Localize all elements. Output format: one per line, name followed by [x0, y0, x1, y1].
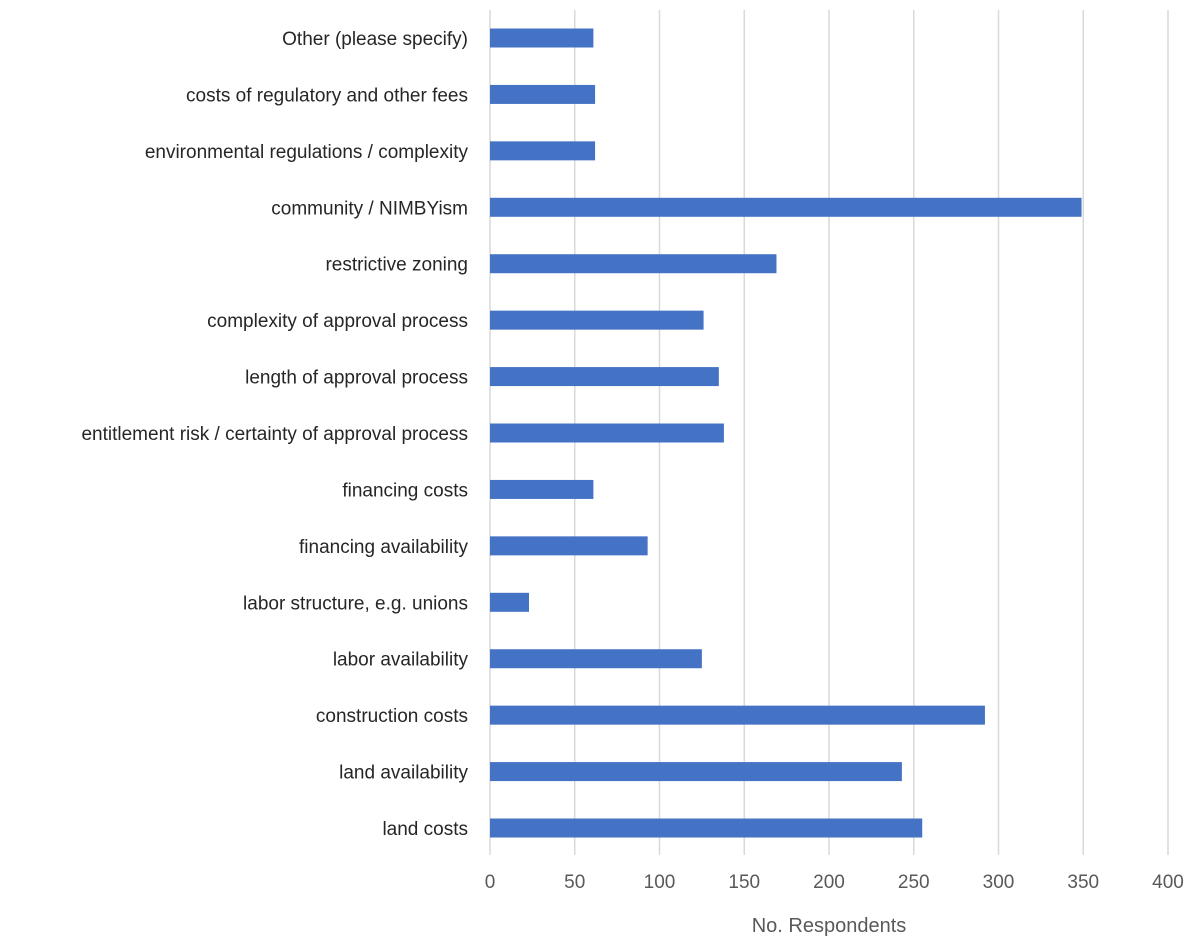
bar: [490, 762, 902, 782]
category-label: labor structure, e.g. unions: [243, 593, 468, 614]
x-tick-label: 350: [1067, 872, 1099, 893]
category-label: community / NIMBYism: [271, 198, 468, 219]
x-axis-title: No. Respondents: [752, 915, 907, 937]
category-label: environmental regulations / complexity: [145, 142, 469, 163]
x-tick-label: 200: [813, 872, 845, 893]
bar: [490, 479, 594, 499]
bar: [490, 423, 724, 443]
category-label: entitlement risk / certainty of approval…: [81, 424, 468, 445]
x-tick-label: 250: [898, 872, 930, 893]
bar: [490, 141, 596, 161]
bar: [490, 28, 594, 48]
bar: [490, 649, 702, 669]
category-labels: Other (please specify) costs of regulator…: [81, 29, 468, 840]
category-label: costs of regulatory and other fees: [186, 85, 468, 106]
bar: [490, 310, 704, 330]
bar: [490, 536, 648, 556]
bar: [490, 705, 985, 725]
bar: [490, 818, 923, 838]
bars: [490, 28, 1082, 838]
x-tick-label: 400: [1152, 872, 1184, 893]
category-label: financing availability: [299, 537, 468, 558]
category-label: labor availability: [333, 650, 469, 671]
x-tick-label: 50: [564, 872, 585, 893]
bar: [490, 84, 596, 104]
x-tick-label: 150: [728, 872, 760, 893]
category-label: restrictive zoning: [325, 255, 468, 276]
x-tick-label: 100: [644, 872, 676, 893]
bar: [490, 367, 719, 387]
x-tick-label: 300: [983, 872, 1015, 893]
category-label: length of approval process: [245, 368, 468, 389]
x-tick-labels: 0 50 100 150 200 250 300 350 400: [485, 872, 1184, 893]
category-label: construction costs: [316, 706, 468, 727]
bar: [490, 592, 529, 612]
category-label: complexity of approval process: [207, 311, 468, 332]
bar: [490, 254, 777, 274]
x-tick-label: 0: [485, 872, 496, 893]
category-label: financing costs: [342, 480, 468, 501]
category-label: Other (please specify): [282, 29, 468, 50]
category-label: land availability: [339, 763, 468, 784]
category-label: land costs: [382, 819, 468, 840]
bar: [490, 197, 1082, 217]
